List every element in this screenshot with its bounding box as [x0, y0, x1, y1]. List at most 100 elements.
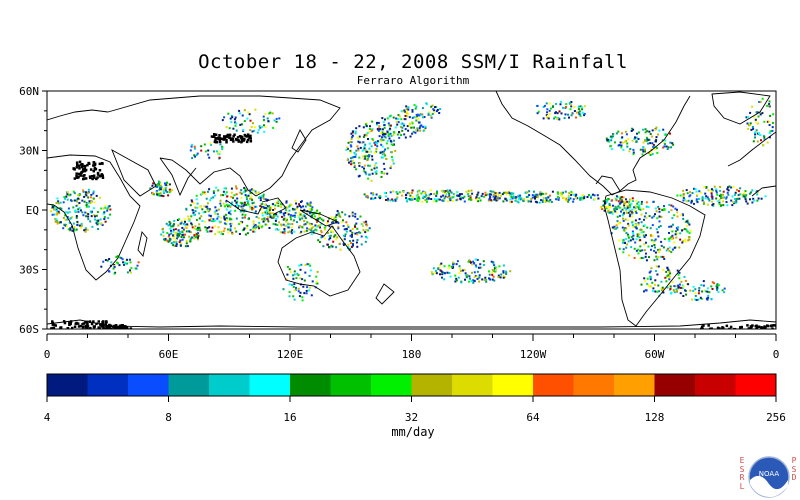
rain-pixel: [269, 207, 272, 210]
rain-pixel: [263, 197, 266, 200]
rain-pixel: [188, 230, 191, 233]
rain-pixel: [536, 104, 539, 107]
rain-pixel: [273, 214, 276, 217]
rain-pixel: [679, 194, 682, 197]
rain-pixel: [287, 231, 290, 234]
rain-pixel: [241, 207, 244, 210]
rain-pixel: [644, 255, 647, 258]
rain-pixel: [419, 129, 422, 132]
rain-pixel: [200, 215, 203, 218]
lon-label: 0: [773, 348, 780, 361]
rain-pixel: [648, 138, 651, 141]
rain-pixel: [581, 111, 584, 114]
rain-pixel: [473, 262, 476, 264]
rain-pixel: [104, 220, 107, 223]
rain-pixel: [508, 192, 510, 195]
rain-pixel: [545, 197, 548, 200]
rain-pixel: [389, 199, 392, 202]
no-data-pixel: [763, 329, 766, 332]
rain-pixel: [107, 217, 110, 220]
rain-pixel: [214, 194, 216, 197]
no-data-pixel: [718, 327, 721, 329]
rain-pixel: [674, 285, 677, 288]
rain-pixel: [500, 273, 503, 276]
rain-pixel: [481, 192, 484, 195]
rain-pixel: [395, 120, 398, 123]
lon-label: 60E: [159, 348, 179, 361]
rain-pixel: [294, 199, 297, 202]
rain-pixel: [370, 168, 373, 171]
rain-pixel: [87, 215, 90, 218]
rain-pixel: [333, 217, 335, 220]
rain-pixel: [64, 211, 67, 214]
rain-pixel: [626, 211, 629, 214]
rain-pixel: [181, 231, 184, 234]
rain-pixel: [618, 247, 621, 250]
rain-pixel: [705, 186, 708, 188]
no-data-pixel: [729, 325, 733, 329]
rain-pixel: [334, 216, 337, 219]
rain-pixel: [642, 146, 645, 149]
rain-pixel: [634, 241, 637, 244]
rain-pixel: [422, 129, 425, 132]
rain-pixel: [600, 206, 603, 208]
rain-pixel: [258, 196, 260, 199]
rain-pixel: [354, 153, 357, 156]
rain-pixel: [639, 208, 642, 211]
rain-pixel: [334, 234, 337, 237]
rain-pixel: [593, 198, 596, 201]
rain-pixel: [640, 213, 643, 216]
rain-pixel: [244, 194, 247, 197]
rain-pixel: [406, 198, 409, 201]
rain-pixel: [356, 233, 359, 236]
rain-pixel: [55, 221, 58, 223]
rain-pixel: [54, 207, 57, 210]
rain-pixel: [710, 194, 713, 197]
no-data-pixel: [91, 177, 94, 181]
rain-pixel: [225, 223, 227, 226]
rain-pixel: [209, 199, 212, 202]
rain-pixel: [614, 207, 617, 210]
rain-pixel: [550, 107, 552, 110]
no-data-pixel: [89, 168, 93, 171]
rain-pixel: [332, 230, 334, 233]
rain-pixel: [409, 122, 411, 125]
rain-pixel: [744, 198, 747, 201]
rain-pixel: [718, 198, 721, 201]
rain-pixel: [644, 148, 646, 151]
rain-pixel: [366, 196, 369, 199]
rain-pixel: [388, 137, 391, 140]
rain-pixel: [268, 213, 271, 216]
rain-pixel: [757, 197, 760, 200]
rain-pixel: [649, 285, 652, 288]
rain-pixel: [250, 188, 253, 191]
no-data-pixel: [69, 322, 72, 325]
rain-pixel: [614, 141, 616, 144]
rain-pixel: [372, 198, 375, 200]
rain-pixel: [448, 198, 451, 200]
rain-pixel: [108, 258, 111, 260]
rain-pixel: [230, 204, 233, 207]
no-data-pixel: [101, 320, 105, 323]
rain-pixel: [349, 140, 352, 143]
colorbar-swatch: [411, 374, 453, 396]
rain-pixel: [365, 133, 368, 136]
rain-pixel: [455, 263, 458, 266]
rain-pixel: [295, 208, 298, 211]
rain-pixel: [212, 218, 215, 221]
rain-pixel: [405, 107, 408, 110]
south-america-coast: [603, 189, 706, 327]
rain-pixel: [306, 286, 309, 289]
rain-pixel: [670, 291, 673, 294]
rain-pixel: [562, 106, 564, 109]
rain-pixel: [609, 135, 612, 138]
rain-pixel: [237, 206, 240, 209]
rain-pixel: [70, 199, 72, 202]
rain-pixel: [87, 188, 90, 191]
rain-pixel: [523, 198, 526, 201]
rain-pixel: [174, 228, 177, 231]
rain-pixel: [190, 215, 193, 218]
no-data-pixel: [246, 138, 250, 142]
rain-pixel: [531, 194, 534, 197]
rain-pixel: [678, 277, 681, 280]
